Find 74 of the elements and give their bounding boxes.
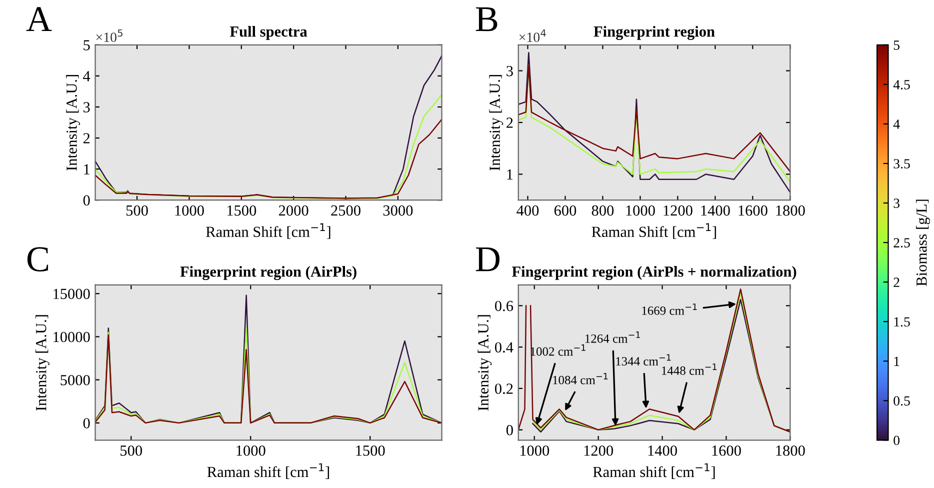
x-tick-label: 600 bbox=[554, 205, 576, 216]
y-tick-label: 0.6 bbox=[494, 300, 514, 312]
x-tick-label: 500 bbox=[126, 205, 148, 216]
y-tick-label: 3 bbox=[506, 66, 513, 76]
y-tick-label: 0 bbox=[506, 424, 513, 436]
y-tick-label: 2 bbox=[83, 133, 90, 144]
y-tick-label: 3 bbox=[84, 102, 90, 112]
color-bar-label: 5 bbox=[894, 40, 900, 50]
x-tick-label: 1400 bbox=[701, 205, 730, 216]
y-tick-label: 0.4 bbox=[494, 342, 514, 353]
y-tick-label: 10000 bbox=[54, 332, 90, 342]
text: B bbox=[476, 7, 498, 32]
annotation: 1344 cm$^{−1}$ bbox=[616, 354, 671, 366]
y-tick-label: 1 bbox=[84, 164, 90, 174]
x-tick-label: 1200 bbox=[584, 445, 614, 456]
x-tick-label: 1800 bbox=[776, 205, 805, 216]
x-tick-label: 1400 bbox=[648, 445, 677, 456]
x-tick-label: 3000 bbox=[383, 205, 413, 216]
y-tick-label: 0.2 bbox=[494, 384, 513, 394]
x-tick-label: 400 bbox=[516, 205, 539, 216]
y-tick-label: 5000 bbox=[60, 374, 90, 386]
text: C bbox=[27, 247, 48, 272]
x-tick-label: 1000 bbox=[236, 445, 266, 456]
color-bar-label: 3 bbox=[894, 198, 900, 208]
color-bar-label: 1.5 bbox=[894, 317, 910, 327]
text: ×10$^{5}$ bbox=[96, 29, 122, 42]
x-tick-label: 1800 bbox=[776, 445, 805, 456]
chart-title: Fingerprint region (AirPls) bbox=[180, 266, 356, 280]
text: A bbox=[26, 7, 52, 31]
y-axis-title: Intensity [A.U.] bbox=[489, 75, 504, 171]
x-tick-label: 1600 bbox=[712, 445, 741, 456]
y-axis-title: Intensity [A.U.] bbox=[66, 75, 80, 171]
annotation: 1084 cm$^{−1}$ bbox=[553, 372, 608, 384]
color-bar-label: 3.5 bbox=[894, 159, 910, 168]
annotation: 1264 cm$^{−1}$ bbox=[585, 332, 640, 343]
chart-title: Fingerprint region bbox=[594, 26, 715, 40]
x-tick-label: 1000 bbox=[626, 205, 655, 216]
x-axis-title: Raman Shift [cm$^{−1}$] bbox=[592, 223, 716, 239]
color-bar-label: 1 bbox=[894, 356, 900, 366]
color-bar-label: 0 bbox=[894, 436, 900, 446]
y-tick-label: 0 bbox=[83, 418, 90, 428]
x-axis-title: Raman shift [cm$^{−1}$] bbox=[593, 463, 715, 480]
y-tick-label: 1 bbox=[507, 169, 513, 180]
x-tick-label: 1000 bbox=[520, 445, 550, 456]
x-tick-label: 1200 bbox=[664, 205, 692, 216]
x-tick-label: 2500 bbox=[331, 205, 360, 216]
chart-title: Fingerprint region (AirPls + normalization) bbox=[512, 266, 796, 280]
x-tick-label: 1500 bbox=[227, 205, 256, 216]
x-tick-label: 500 bbox=[120, 445, 142, 456]
y-tick-label: 15000 bbox=[54, 288, 90, 300]
x-tick-label: 1600 bbox=[738, 205, 768, 216]
annotation: 1669 cm$^{−1}$ bbox=[642, 304, 697, 315]
text: D bbox=[476, 247, 500, 272]
color-bar-label: 2 bbox=[894, 278, 900, 287]
color-bar-label: 4 bbox=[893, 120, 900, 129]
x-tick-label: 1500 bbox=[356, 445, 385, 456]
y-tick-label: 2 bbox=[506, 118, 513, 128]
x-tick-label: 2000 bbox=[278, 205, 308, 216]
x-axis-title: Raman shift [cm$^{−1}$] bbox=[207, 463, 329, 480]
color-bar-label: 4.5 bbox=[893, 80, 910, 90]
y-tick-label: 5 bbox=[84, 40, 90, 50]
y-axis-title: Intensity [A.U.] bbox=[36, 315, 50, 411]
color-bar-label: 0.5 bbox=[894, 396, 910, 406]
y-tick-label: 0 bbox=[83, 195, 90, 206]
y-tick-label: 4 bbox=[83, 71, 90, 82]
chart-title: Full spectra bbox=[230, 26, 308, 40]
color-bar-title: Biomass [g/L] bbox=[916, 200, 930, 286]
x-tick-label: 800 bbox=[592, 205, 614, 216]
annotation: 1448 cm$^{−1}$ bbox=[662, 364, 717, 375]
y-axis-title: Intensity [A.U.] bbox=[478, 315, 492, 411]
x-tick-label: 1000 bbox=[175, 205, 204, 216]
text: ×10$^{4}$ bbox=[519, 29, 546, 42]
x-axis-title: Raman Shift [cm$^{−1}$] bbox=[206, 223, 330, 239]
color-bar-label: 2.5 bbox=[894, 238, 910, 248]
